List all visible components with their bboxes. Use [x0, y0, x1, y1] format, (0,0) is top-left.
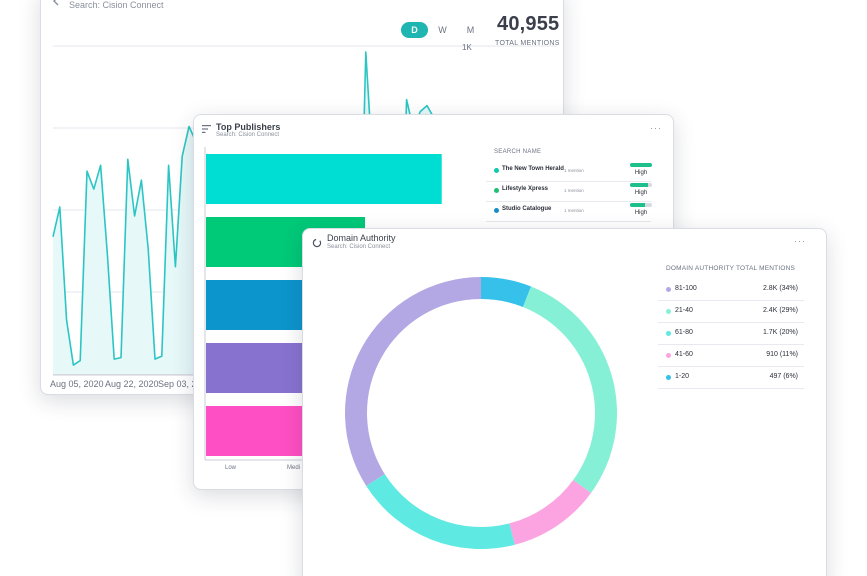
donut-slice	[509, 480, 592, 545]
legend-range: 21-40	[675, 307, 693, 314]
legend-dot	[666, 375, 671, 380]
domain-authority-card: Domain Authority Search: Cision Connect …	[302, 228, 827, 576]
level-fill	[630, 163, 652, 167]
legend-total: 910 (11%)	[766, 351, 798, 358]
legend-row[interactable]: 81-100 2.8K (34%)	[658, 279, 804, 301]
range-month-button[interactable]: M	[466, 25, 475, 35]
more-options-icon[interactable]: ···	[650, 123, 662, 133]
publisher-name: The New Town Herald	[502, 166, 564, 172]
authority-level: High	[630, 203, 652, 216]
more-options-icon[interactable]: ···	[794, 236, 806, 246]
donut-slice	[366, 474, 515, 550]
legend-total: 2.4K (29%)	[762, 307, 798, 314]
bar	[206, 406, 314, 456]
legend-row[interactable]: 61-80 1.7K (20%)	[658, 323, 804, 345]
legend-total: 2.8K (34%)	[762, 285, 798, 292]
legend-dot	[666, 331, 671, 336]
authority-level: High	[630, 183, 652, 196]
chevron-left-icon[interactable]	[50, 0, 62, 7]
table-row[interactable]: Lifestyle Xpress 1 mention High	[486, 182, 652, 202]
donut-slice	[522, 286, 618, 493]
card-title: Domain Authority	[327, 233, 396, 243]
series-dot	[494, 188, 499, 193]
mention-count: 1 mention	[564, 208, 584, 213]
series-dot	[494, 208, 499, 213]
authority-level: High	[630, 163, 652, 176]
mentions-subtitle: Search: Cision Connect	[69, 0, 164, 10]
legend-row[interactable]: 41-60 910 (11%)	[658, 345, 804, 367]
series-dot	[494, 168, 499, 173]
level-text: High	[634, 190, 648, 196]
range-toggle: D W M	[401, 22, 485, 38]
y-axis-tick: 1K	[462, 43, 472, 52]
column-header-total: TOTAL MENTIONS	[736, 265, 796, 272]
bar-axis-label: Medi	[287, 465, 301, 471]
donut-chart-icon	[312, 238, 322, 248]
level-fill	[630, 203, 646, 207]
table-row[interactable]: The New Town Herald 1 mention High	[486, 162, 652, 182]
card-subtitle: Search: Cision Connect	[327, 244, 391, 250]
legend-dot	[666, 287, 671, 292]
publisher-name: Lifestyle Xpress	[502, 186, 549, 192]
level-fill	[630, 183, 648, 187]
domain-donut-chart	[345, 277, 618, 550]
x-axis-tick: Aug 05, 2020	[50, 379, 104, 389]
bar	[206, 154, 442, 204]
legend-dot	[666, 309, 671, 314]
total-mentions-label: TOTAL MENTIONS	[495, 40, 560, 47]
publisher-name: Studio Catalogue	[502, 206, 552, 212]
total-mentions-value: 40,955	[497, 13, 560, 35]
x-axis-tick: Aug 22, 2020	[105, 379, 159, 389]
list-icon	[202, 125, 211, 133]
legend-range: 61-80	[675, 329, 693, 336]
donut-slice	[481, 277, 532, 308]
column-header: SEARCH NAME	[494, 149, 542, 155]
mention-count: 1 mention	[564, 188, 584, 193]
bar-axis-label: Low	[225, 465, 237, 471]
card-title: Top Publishers	[216, 122, 281, 132]
legend-total: 497 (6%)	[769, 373, 798, 380]
level-text: High	[634, 210, 648, 216]
legend-row[interactable]: 21-40 2.4K (29%)	[658, 301, 804, 323]
legend-range: 81-100	[675, 285, 697, 292]
level-text: High	[634, 170, 648, 176]
mention-count: 1 mention	[564, 168, 584, 173]
legend-range: 1-20	[675, 373, 690, 380]
card-subtitle: Search: Cision Connect	[216, 132, 280, 138]
column-header-range: DOMAIN AUTHORITY	[666, 265, 735, 272]
legend-dot	[666, 353, 671, 358]
legend-total: 1.7K (20%)	[762, 329, 798, 336]
table-row[interactable]: Studio Catalogue 1 mention High	[486, 202, 652, 222]
legend-range: 41-60	[675, 351, 693, 358]
x-axis-tick: Sep 03, 20	[158, 379, 202, 389]
range-week-button[interactable]: W	[438, 25, 447, 35]
donut-slice	[345, 277, 481, 486]
legend-row[interactable]: 1-20 497 (6%)	[658, 367, 804, 389]
range-day-button[interactable]: D	[401, 22, 428, 38]
